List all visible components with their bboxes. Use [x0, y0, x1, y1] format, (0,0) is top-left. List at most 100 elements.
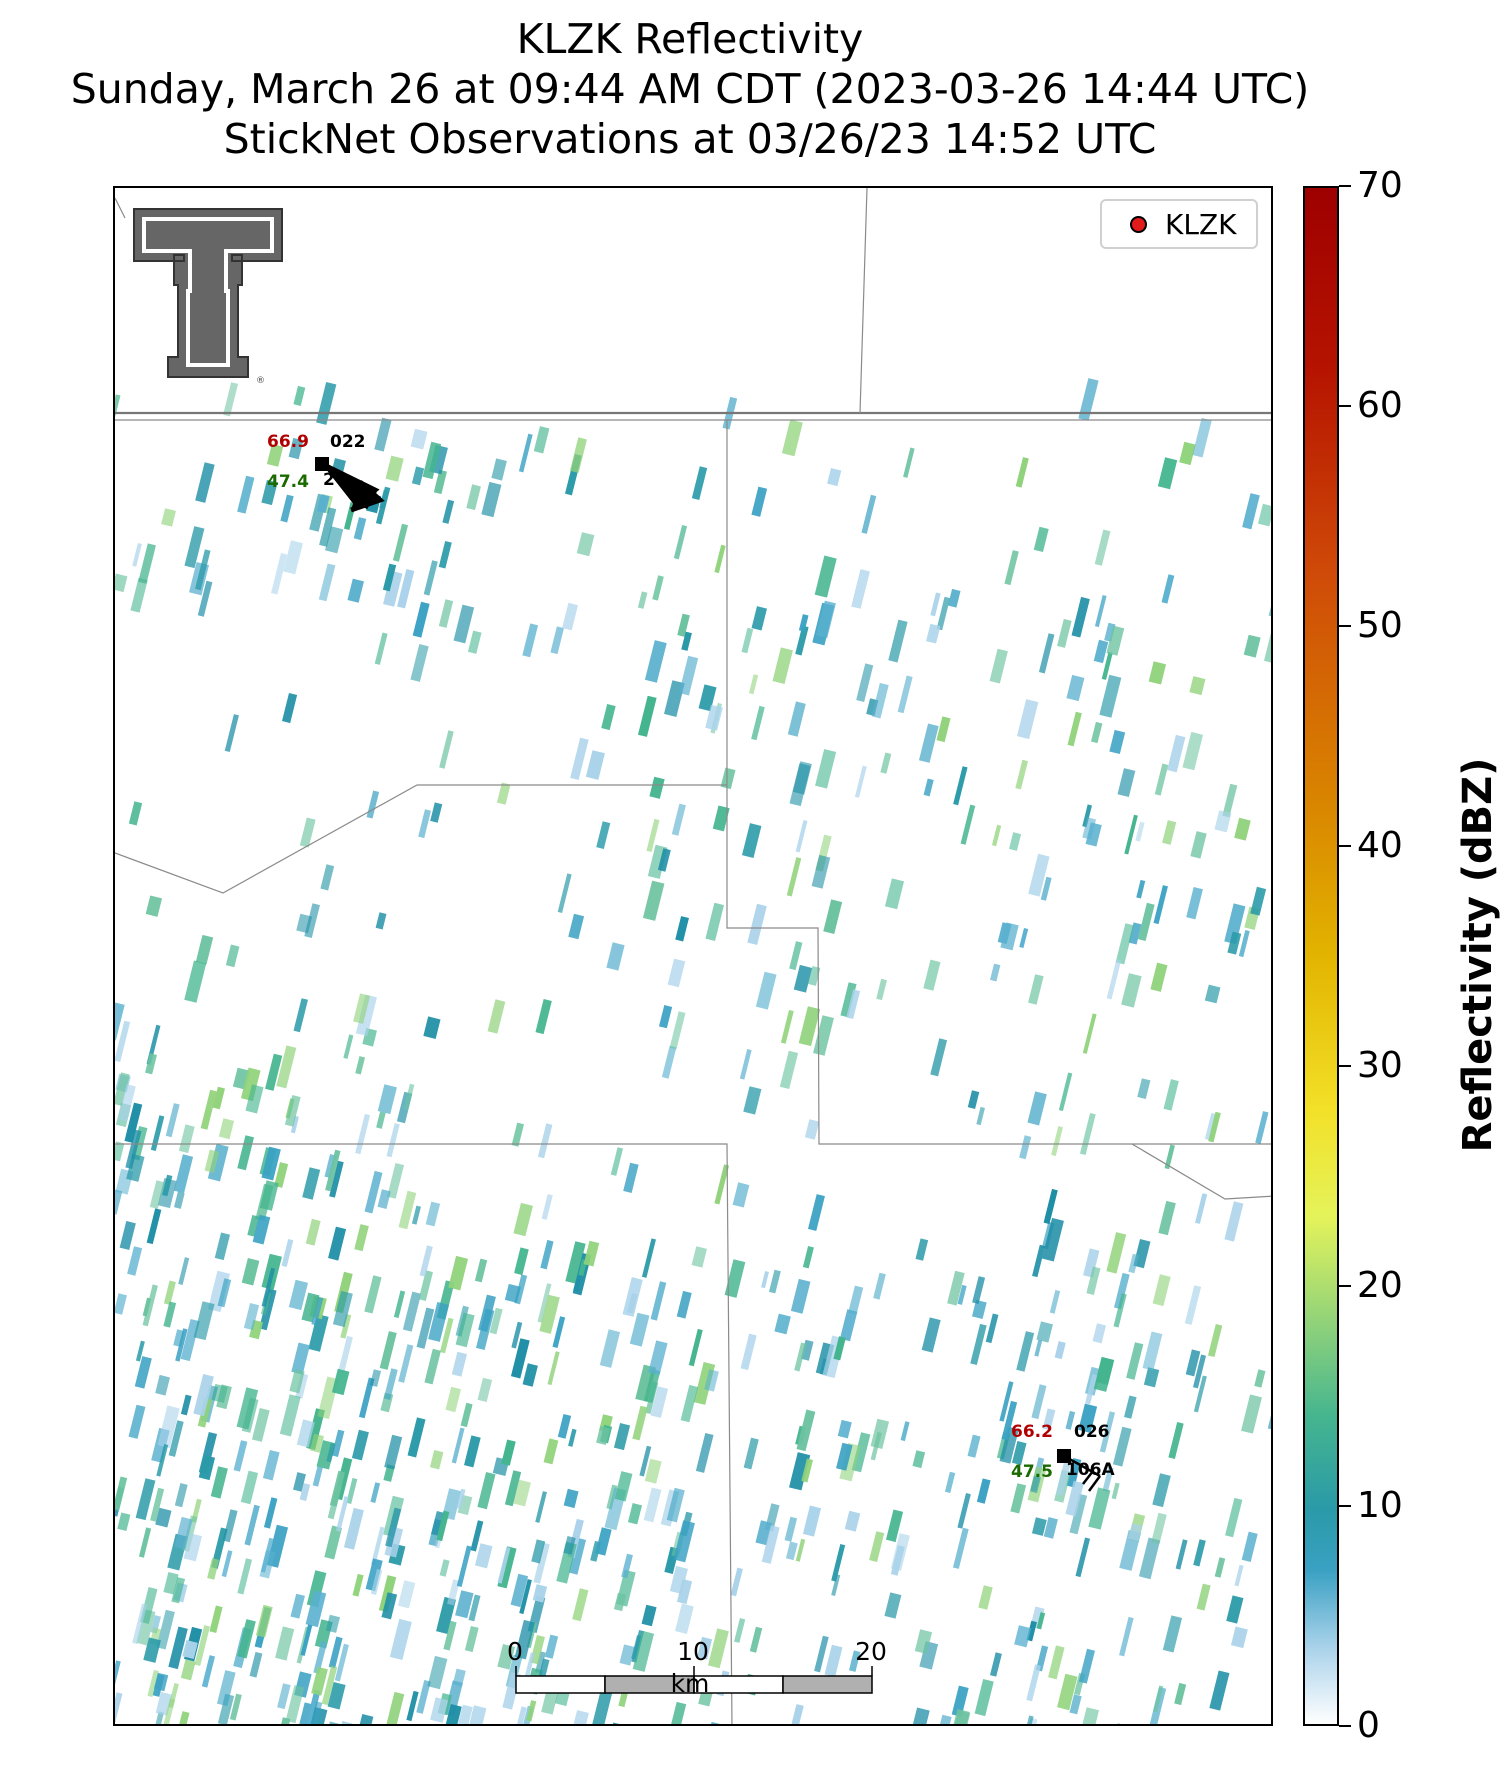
reflectivity-echo	[237, 1558, 253, 1595]
reflectivity-echo	[407, 1417, 426, 1458]
reflectivity-echo	[1186, 887, 1203, 920]
reflectivity-echo	[212, 1086, 225, 1110]
reflectivity-echo	[533, 426, 550, 454]
reflectivity-echo	[128, 801, 143, 826]
reflectivity-echo	[467, 630, 482, 654]
reflectivity-echo	[747, 903, 767, 945]
reflectivity-echo	[557, 1413, 572, 1439]
reflectivity-echo	[162, 1174, 173, 1197]
reflectivity-echo	[1226, 1595, 1244, 1624]
reflectivity-echo	[1015, 457, 1029, 488]
reflectivity-echo	[1069, 1493, 1088, 1535]
reflectivity-echo	[1036, 1321, 1053, 1343]
reflectivity-echo	[667, 958, 686, 988]
reflectivity-echo	[115, 1002, 125, 1041]
reflectivity-echo	[1015, 759, 1029, 790]
reflectivity-echo	[570, 737, 589, 780]
colorbar-tick-label: 30	[1357, 1045, 1403, 1086]
reflectivity-echo	[221, 1550, 233, 1578]
reflectivity-echo	[751, 705, 765, 741]
texas-tech-double-t-logo: ®	[133, 208, 283, 385]
reflectivity-echo	[1113, 1272, 1130, 1310]
reflectivity-echo	[675, 1603, 694, 1635]
reflectivity-echo	[833, 1336, 846, 1361]
reflectivity-echo	[306, 1689, 321, 1724]
reflectivity-echo	[397, 1580, 416, 1609]
reflectivity-echo	[406, 1690, 419, 1722]
reflectivity-echo	[308, 1314, 329, 1352]
reflectivity-echo	[510, 1338, 530, 1379]
reflectivity-echo	[375, 912, 387, 930]
reflectivity-echo	[851, 1432, 871, 1473]
reflectivity-echo	[808, 1194, 825, 1231]
station-022-id: 022	[330, 432, 366, 452]
colorbar-tick-mark	[1339, 185, 1351, 187]
reflectivity-echo	[795, 1538, 806, 1562]
reflectivity-echo	[1208, 1111, 1221, 1143]
reflectivity-echo	[293, 385, 306, 406]
reflectivity-echo	[637, 695, 657, 737]
reflectivity-echo	[452, 1668, 466, 1687]
reflectivity-echo	[174, 1191, 185, 1209]
reflectivity-echo	[990, 1652, 1002, 1677]
reflectivity-echo	[673, 525, 688, 560]
reflectivity-echo	[335, 1496, 349, 1532]
reflectivity-echo	[115, 1141, 125, 1162]
reflectivity-echo	[976, 1106, 985, 1126]
radar-map[interactable]	[113, 186, 1273, 1726]
reflectivity-echo	[1079, 1707, 1100, 1724]
reflectivity-echo	[1031, 1384, 1047, 1420]
reflectivity-echo	[477, 1472, 496, 1510]
reflectivity-echo	[115, 1293, 127, 1315]
reflectivity-echo	[197, 580, 213, 617]
reflectivity-echo	[150, 1615, 162, 1634]
reflectivity-echo	[451, 1351, 468, 1377]
reflectivity-echo	[145, 895, 163, 917]
reflectivity-echo	[926, 623, 941, 644]
reflectivity-echo	[284, 1095, 301, 1127]
reflectivity-echo	[761, 1525, 780, 1564]
reflectivity-echo	[985, 1313, 999, 1344]
reflectivity-echo	[358, 1377, 375, 1419]
reflectivity-echo	[667, 1701, 687, 1724]
reflectivity-echo	[1028, 974, 1044, 1005]
reflectivity-echo	[386, 1123, 400, 1158]
reflectivity-echo	[309, 1433, 324, 1453]
reflectivity-echo	[433, 469, 447, 495]
reflectivity-echo	[801, 1458, 814, 1483]
reflectivity-echo	[1214, 810, 1232, 833]
reflectivity-echo	[1204, 984, 1221, 1004]
reflectivity-echo	[1030, 1475, 1041, 1494]
reflectivity-echo	[290, 1593, 305, 1619]
reflectivity-echo	[1112, 1426, 1132, 1467]
reflectivity-echo	[840, 982, 857, 1018]
reflectivity-echo	[276, 1045, 297, 1089]
reflectivity-echo	[385, 1507, 402, 1548]
reflectivity-echo	[967, 1434, 981, 1458]
reflectivity-echo	[1135, 821, 1145, 842]
reflectivity-echo	[1241, 1531, 1258, 1562]
reflectivity-echo	[224, 714, 239, 753]
reflectivity-echo	[787, 701, 806, 737]
reflectivity-echo	[1143, 1367, 1160, 1388]
reflectivity-echo	[436, 1596, 456, 1634]
reflectivity-echo	[923, 959, 941, 991]
reflectivity-echo	[115, 1660, 121, 1693]
reflectivity-echo	[209, 1605, 223, 1633]
reflectivity-echo	[204, 1149, 220, 1173]
reflectivity-echo	[591, 1689, 613, 1724]
reflectivity-echo	[1192, 417, 1212, 458]
reflectivity-echo	[947, 1270, 965, 1306]
reflectivity-echo	[117, 1084, 136, 1122]
reflectivity-echo	[1058, 1072, 1073, 1112]
reflectivity-echo	[947, 588, 961, 608]
wind-barb-022	[320, 461, 385, 513]
reflectivity-echo	[422, 441, 442, 480]
reflectivity-echo	[157, 1405, 180, 1449]
reflectivity-echo	[398, 1190, 417, 1230]
reflectivity-echo	[283, 540, 303, 575]
reflectivity-echo	[543, 1438, 559, 1465]
reflectivity-echo	[251, 1408, 270, 1442]
reflectivity-echo	[610, 1147, 624, 1176]
reflectivity-echo	[1242, 493, 1260, 530]
